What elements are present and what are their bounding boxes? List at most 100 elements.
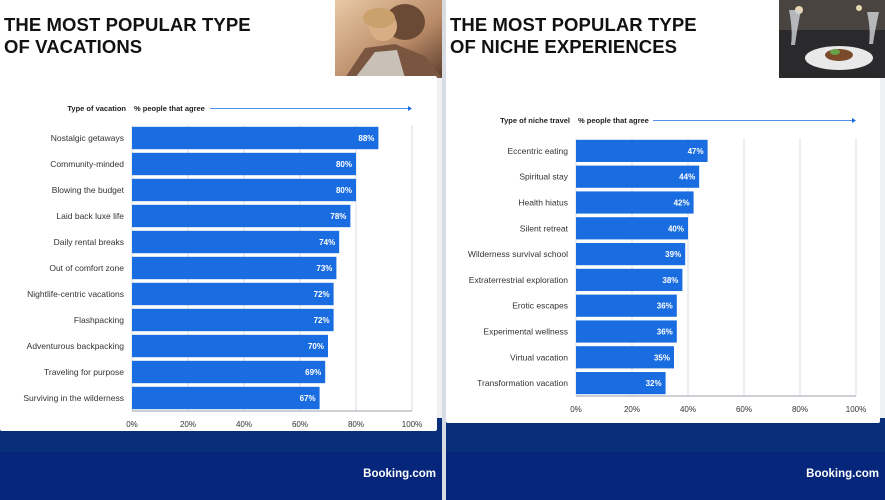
bar-value-label: 38% [662, 276, 678, 285]
title-line-1: THE MOST POPULAR TYPE [450, 14, 697, 35]
panel-title: THE MOST POPULAR TYPE OF NICHE EXPERIENC… [450, 14, 750, 58]
bar-value-label: 69% [305, 368, 321, 377]
title-line-2: OF NICHE EXPERIENCES [450, 36, 678, 57]
bar-value-label: 72% [314, 290, 330, 299]
header-arrow-head [852, 118, 856, 123]
footer-band-dark [0, 452, 442, 500]
vacations-bar-chart: 0% 20% 40% 60% 80% 100% Type of vacation % peop… [23, 104, 422, 429]
panel-title: THE MOST POPULAR TYPE OF VACATIONS [4, 14, 304, 58]
category-label: Wilderness survival school [468, 249, 568, 259]
category-label: Laid back luxe life [56, 211, 124, 221]
bar [132, 386, 320, 410]
category-label: Nostalgic getaways [51, 133, 124, 143]
bar-value-label: 80% [336, 186, 352, 195]
bar-value-label: 35% [654, 353, 670, 362]
x-tick-label: 100% [402, 420, 422, 429]
x-tick-label: 20% [180, 420, 196, 429]
bar [132, 230, 340, 254]
x-tick-label: 60% [736, 405, 752, 414]
bar [576, 217, 688, 240]
bar [576, 165, 700, 188]
category-label: Virtual vacation [510, 352, 568, 362]
x-tick-label: 80% [348, 420, 364, 429]
category-label: Blowing the budget [52, 185, 125, 195]
bar [576, 243, 686, 266]
value-header: % people that agree [578, 116, 649, 125]
bar-value-label: 72% [314, 316, 330, 325]
couple-photo [335, 0, 442, 78]
category-label: Silent retreat [520, 223, 569, 233]
bar [576, 294, 677, 317]
bar [576, 139, 708, 162]
bar [132, 178, 356, 202]
category-header: Type of vacation [67, 104, 126, 113]
bar [576, 320, 677, 343]
bar [576, 268, 683, 291]
x-tick-label: 100% [846, 405, 866, 414]
bar [132, 204, 351, 228]
panel-divider [442, 0, 446, 500]
category-label: Adventurous backpacking [27, 341, 125, 351]
bar [132, 256, 337, 280]
x-tick-label: 0% [126, 420, 138, 429]
bar [576, 372, 666, 395]
value-header: % people that agree [134, 104, 205, 113]
category-header: Type of niche travel [500, 116, 570, 125]
footer-band-dark [446, 452, 885, 500]
bar-value-label: 36% [657, 302, 673, 311]
bar-value-label: 32% [646, 379, 662, 388]
bar [576, 346, 674, 369]
bar-value-label: 44% [679, 173, 695, 182]
bar-value-label: 74% [319, 238, 335, 247]
bar-value-label: 42% [674, 199, 690, 208]
category-label: Erotic escapes [512, 301, 568, 311]
x-tick-label: 60% [292, 420, 308, 429]
bar-value-label: 39% [665, 250, 681, 259]
bar-value-label: 78% [330, 212, 346, 221]
bar [576, 191, 694, 214]
title-line-1: THE MOST POPULAR TYPE [4, 14, 251, 35]
niche-bar-chart: 0% 20% 40% 60% 80% 100% Type of niche travel % … [468, 116, 866, 414]
bar-value-label: 70% [308, 342, 324, 351]
couple-photo-image [335, 0, 442, 78]
category-label: Health hiatus [518, 198, 568, 208]
x-tick-label: 40% [680, 405, 696, 414]
bar [132, 308, 334, 332]
vacations-panel: THE MOST POPULAR TYPE OF VACATIONS 0% 20%… [0, 0, 442, 500]
dining-photo [779, 0, 885, 78]
category-label: Nightlife-centric vacations [27, 289, 124, 299]
vacations-chart-card: 0% 20% 40% 60% 80% 100% Type of vacation % peop… [0, 76, 437, 431]
booking-logo: Booking.com [806, 468, 879, 480]
category-label: Traveling for purpose [44, 367, 124, 377]
dining-photo-image [779, 0, 885, 78]
header-arrow-head [408, 106, 412, 111]
category-label: Spiritual stay [519, 172, 568, 182]
bar-value-label: 73% [316, 264, 332, 273]
category-label: Out of comfort zone [49, 263, 124, 273]
bar [132, 360, 326, 384]
category-label: Community-minded [50, 159, 124, 169]
title-line-2: OF VACATIONS [4, 36, 143, 57]
bar-value-label: 67% [300, 394, 316, 403]
bar [132, 334, 328, 358]
category-label: Transformation vacation [477, 378, 568, 388]
bar-value-label: 40% [668, 224, 684, 233]
bar-value-label: 36% [657, 328, 673, 337]
category-label: Eccentric eating [508, 146, 569, 156]
category-label: Surviving in the wilderness [23, 393, 124, 403]
bar-value-label: 80% [336, 160, 352, 169]
x-tick-label: 20% [624, 405, 640, 414]
booking-logo: Booking.com [363, 468, 436, 480]
x-tick-label: 0% [570, 405, 582, 414]
category-label: Flashpacking [74, 315, 124, 325]
bar [132, 152, 356, 176]
bar [132, 126, 379, 150]
bar-value-label: 88% [358, 134, 374, 143]
category-label: Daily rental breaks [54, 237, 124, 247]
bar [132, 282, 334, 306]
category-label: Experimental wellness [483, 327, 568, 337]
category-label: Extraterrestrial exploration [469, 275, 568, 285]
niche-experiences-panel: THE MOST POPULAR TYPE OF NICHE EXPERIENC… [446, 0, 885, 500]
niche-chart-card: 0% 20% 40% 60% 80% 100% Type of niche travel % … [446, 78, 880, 423]
x-tick-label: 80% [792, 405, 808, 414]
